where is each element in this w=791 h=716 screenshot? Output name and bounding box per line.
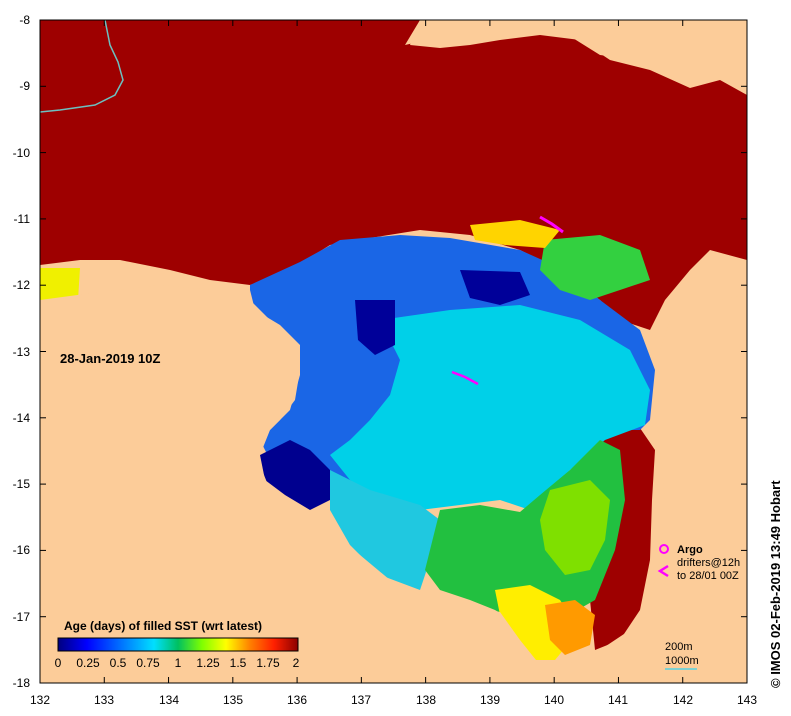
colorbar-tick-0-25: 0.25: [76, 656, 100, 670]
land-west-arnhem: [40, 285, 747, 683]
colorbar-tick-0-75: 0.75: [136, 656, 160, 670]
x-tick-140: 140: [544, 693, 564, 707]
y-tick-minus-11: -11: [14, 212, 31, 226]
x-tick-139: 139: [480, 693, 500, 707]
x-tick-133: 133: [94, 693, 114, 707]
colorbar-title: Age (days) of filled SST (wrt latest): [64, 619, 262, 633]
yellow-strip-west: [40, 268, 80, 300]
x-tick-143: 143: [737, 693, 757, 707]
depth-1000-label: 1000m: [665, 655, 699, 667]
x-tick-141: 141: [608, 693, 628, 707]
drifter-marker-icon: [657, 564, 669, 578]
colorbar-tick-0: 0: [55, 656, 62, 670]
colorbar-tick-2: 2: [293, 656, 300, 670]
drifter-track-ne: [539, 215, 564, 234]
depth-200-label: 200m: [665, 641, 693, 653]
drifters-sub-label: to 28/01 00Z: [677, 570, 739, 582]
colorbar: [57, 637, 299, 652]
y-tick-minus-17: -17: [13, 610, 31, 624]
y-tick-minus-12: -12: [13, 278, 31, 292]
y-tick-minus-14: -14: [13, 411, 31, 425]
sea-region-age-1-25: [540, 480, 610, 575]
colorbar-tick-1-25: 1.25: [196, 656, 220, 670]
sea-region-age-1-75: [545, 600, 595, 655]
navy-patch-west: [260, 440, 330, 510]
drifters-label: drifters@12h: [677, 557, 740, 569]
sea-region-age-0-75: [330, 305, 650, 510]
y-tick-minus-15: -15: [13, 477, 31, 491]
y-tick-minus-18: -18: [13, 676, 31, 690]
land-north-png: [410, 20, 747, 95]
drifter-track-central: [451, 370, 479, 386]
marker-legend: Argo drifters@12h to 28/01 00Z: [657, 544, 740, 582]
map-timestamp: 28-Jan-2019 10Z: [60, 351, 161, 366]
axis-ticks: [39, 19, 748, 684]
x-tick-137: 137: [351, 693, 371, 707]
x-tick-132: 132: [30, 693, 50, 707]
y-tick-minus-13: -13: [13, 345, 31, 359]
navy-patch-north: [355, 300, 395, 355]
x-tick-138: 138: [416, 693, 436, 707]
argo-label: Argo: [677, 544, 703, 556]
y-tick-minus-9: -9: [19, 79, 30, 93]
x-tick-136: 136: [287, 693, 307, 707]
y-tick-minus-16: -16: [13, 543, 31, 557]
y-tick-minus-8: -8: [19, 13, 30, 27]
colorbar-labels: 0 0.25 0.5 0.75 1 1.25 1.5 1.75 2: [55, 656, 300, 670]
y-tick-minus-10: -10: [13, 146, 31, 160]
x-tick-134: 134: [159, 693, 179, 707]
navy-patch-ne: [460, 270, 530, 305]
x-axis-labels: 132 133 134 135 136 137 138 139 140 141 …: [30, 693, 757, 707]
colorbar-tick-1-5: 1.5: [230, 656, 247, 670]
colorbar-tick-0-5: 0.5: [110, 656, 127, 670]
x-tick-142: 142: [673, 693, 693, 707]
y-axis-labels: -8 -9 -10 -11 -12 -13 -14 -15 -16 -17 -1…: [13, 13, 31, 690]
depth-legend: 200m 1000m: [665, 641, 699, 670]
colorbar-tick-1: 1: [175, 656, 182, 670]
x-tick-135: 135: [223, 693, 243, 707]
sea-region-age-1-ne: [540, 235, 650, 300]
yellow-strip-north: [470, 220, 560, 248]
credit-text: © IMOS 02-Feb-2019 13:49 Hobart: [768, 480, 783, 688]
colorbar-legend: Age (days) of filled SST (wrt latest) 0 …: [54, 614, 306, 674]
colorbar-tick-1-75: 1.75: [256, 656, 280, 670]
river-line: [40, 20, 124, 113]
sea-region-age-0-75-south: [330, 470, 440, 590]
argo-marker-icon: [659, 544, 669, 554]
